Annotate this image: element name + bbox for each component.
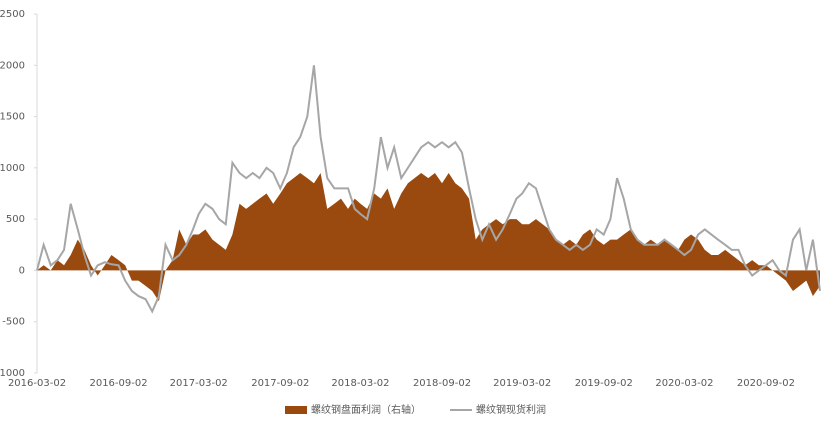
x-tick-label: 2016-09-02 — [89, 378, 147, 389]
x-tick-label: 2016-03-02 — [8, 378, 66, 389]
legend-label: 螺纹钢现货利润 — [476, 403, 546, 416]
legend-swatch — [285, 406, 307, 414]
x-tick-label: 2018-03-02 — [331, 378, 389, 389]
line — [36, 65, 821, 314]
x-tick-label: 2017-09-02 — [251, 378, 309, 389]
area — [37, 172, 820, 302]
x-tick-label: 2019-03-02 — [493, 378, 551, 389]
x-tick-label: 2020-09-02 — [737, 378, 795, 389]
y-tick-label: 2500 — [0, 9, 25, 20]
y-tick-label: 500 — [6, 214, 25, 225]
y-tick-label: -500 — [2, 317, 25, 328]
x-tick-label: 2020-03-02 — [655, 378, 713, 389]
y-tick-label: 0 — [19, 265, 25, 276]
y-tick-label: 1500 — [0, 112, 25, 123]
legend-label: 螺纹钢盘面利润（右轴） — [311, 403, 421, 416]
x-tick-label: 2019-09-02 — [575, 378, 633, 389]
y-tick-label: -1000 — [0, 368, 25, 379]
y-tick-label: 1000 — [0, 163, 25, 174]
x-tick-label: 2017-03-02 — [170, 378, 228, 389]
y-tick-label: 2000 — [0, 60, 25, 71]
x-tick-label: 2018-09-02 — [413, 378, 471, 389]
